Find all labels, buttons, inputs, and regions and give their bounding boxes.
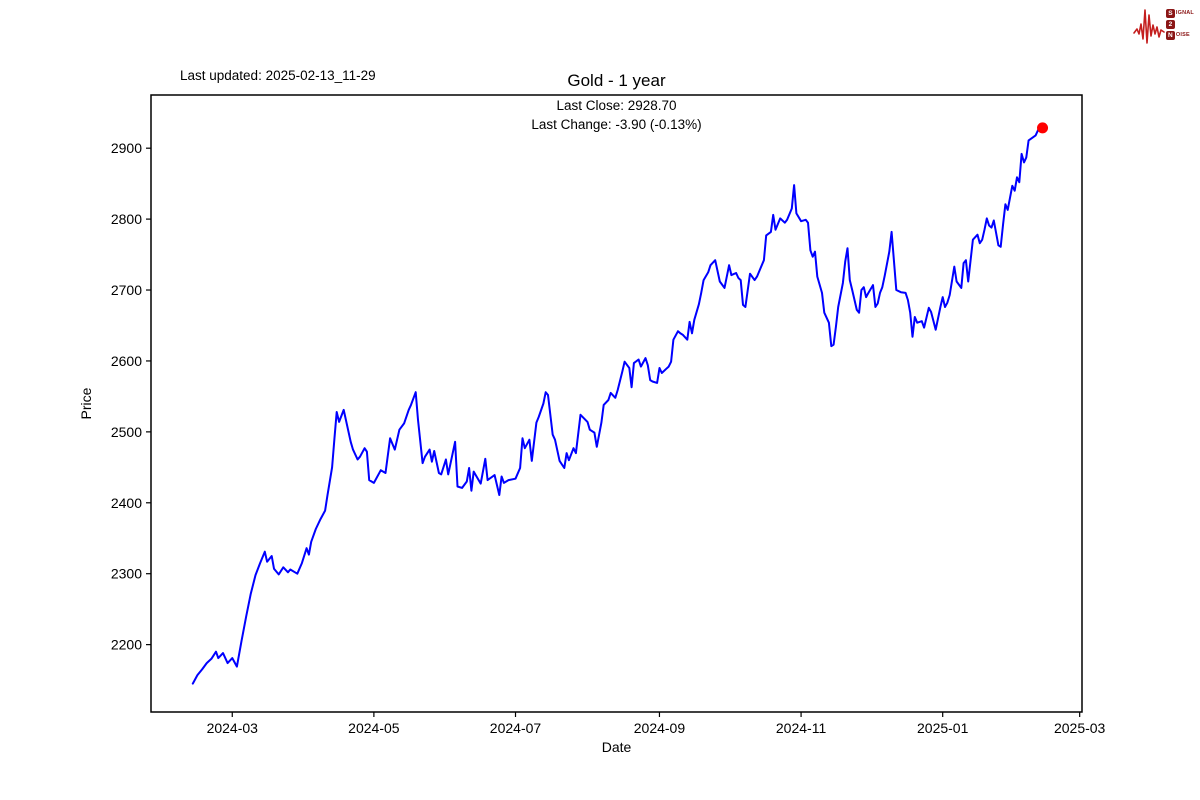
logo-badge: S <box>1165 8 1175 18</box>
y-tick-label: 2900 <box>111 140 142 156</box>
logo-badge: N <box>1165 30 1175 40</box>
logo-row-2: 2 <box>1165 19 1194 29</box>
logo-rest: IGNAL <box>1175 10 1194 16</box>
x-tick-label: 2024-05 <box>348 720 400 736</box>
price-line <box>191 124 1044 685</box>
logo-badge: 2 <box>1165 19 1175 29</box>
x-tick-label: 2024-07 <box>490 720 542 736</box>
x-axis-label: Date <box>602 739 632 755</box>
y-tick-label: 2300 <box>111 566 142 582</box>
x-tick-label: 2025-03 <box>1054 720 1106 736</box>
y-tick-label: 2600 <box>111 353 142 369</box>
x-tick-label: 2024-11 <box>776 720 827 736</box>
last-updated-text: Last updated: 2025-02-13_11-29 <box>180 68 376 83</box>
subtitle-last-change: Last Change: -3.90 (-0.13%) <box>531 117 702 132</box>
x-tick-label: 2025-01 <box>917 720 969 736</box>
y-tick-label: 2700 <box>111 282 142 298</box>
y-tick-label: 2200 <box>111 637 142 653</box>
waveform-icon <box>1133 9 1165 44</box>
plot-border <box>150 94 1083 713</box>
y-axis-label: Price <box>78 387 94 419</box>
last-point-dot <box>1037 122 1049 134</box>
x-tick-label: 2024-09 <box>634 720 686 736</box>
chart-subtitle: Last Close: 2928.70 Last Change: -3.90 (… <box>151 96 1082 134</box>
logo-text: S IGNAL 2 N OISE <box>1165 8 1194 40</box>
signal2noise-logo: S IGNAL 2 N OISE <box>1133 3 1194 45</box>
logo-row-3: N OISE <box>1165 30 1194 40</box>
chart-title: Gold - 1 year <box>567 71 666 90</box>
y-tick-label: 2800 <box>111 211 142 227</box>
logo-row-1: S IGNAL <box>1165 8 1194 18</box>
logo-rest: OISE <box>1175 32 1190 38</box>
y-tick-label: 2500 <box>111 424 142 440</box>
y-tick-label: 2400 <box>111 495 142 511</box>
x-tick-label: 2024-03 <box>207 720 259 736</box>
subtitle-last-close: Last Close: 2928.70 <box>556 98 677 113</box>
